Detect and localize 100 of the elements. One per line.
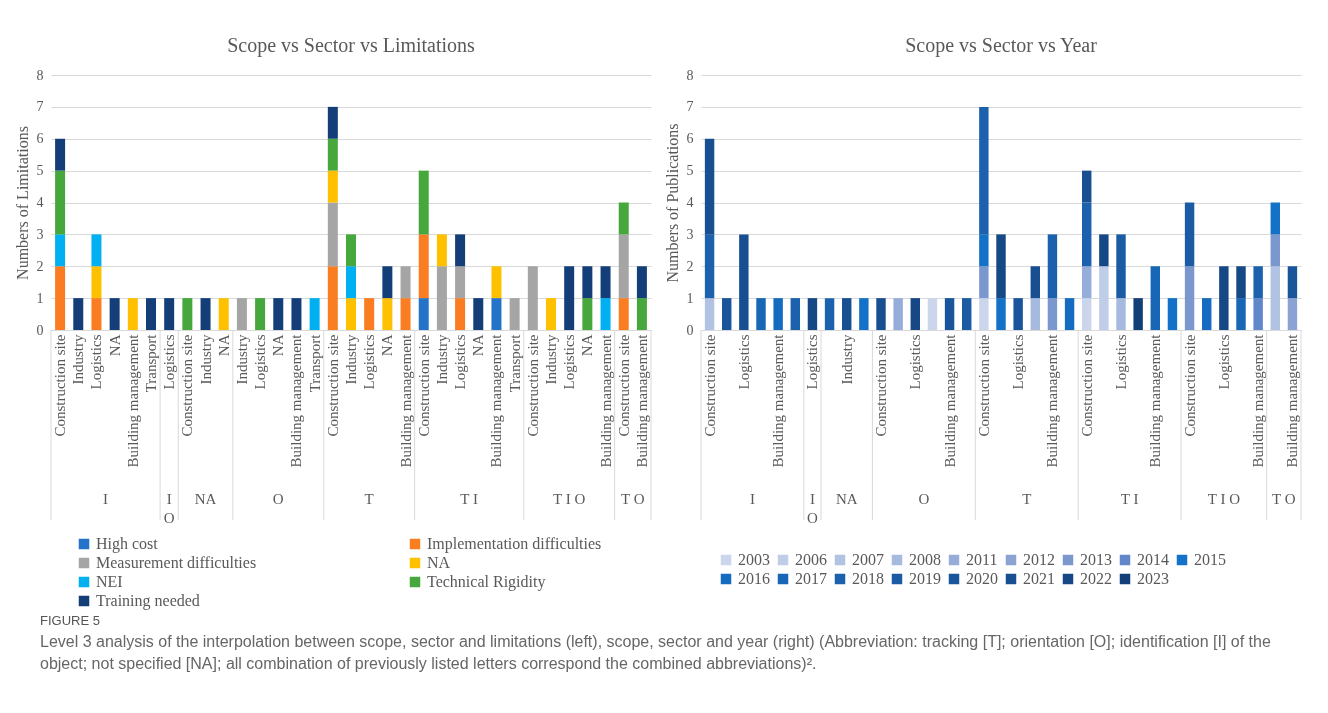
legend-label: 2012 <box>1023 551 1055 568</box>
x-tick-label: NA <box>379 334 396 357</box>
legend-label: 2006 <box>795 551 827 568</box>
x-tick-label: Transport <box>506 333 523 393</box>
x-tick-label: Industry <box>70 334 87 385</box>
legend-label: High cost <box>96 535 159 553</box>
bar <box>704 234 715 299</box>
y-tick-label: 5 <box>36 163 44 179</box>
x-tick-label: Logistics <box>1010 334 1027 390</box>
legend-label: NA <box>427 554 451 571</box>
chart-title: Scope vs Sector vs Year <box>905 34 1098 57</box>
bar <box>436 234 447 267</box>
text: I O <box>807 491 819 526</box>
bar <box>824 298 835 330</box>
text: T <box>364 491 374 507</box>
y-tick-label: 1 <box>686 290 694 306</box>
bar <box>1082 266 1092 299</box>
legend-label: 2003 <box>738 551 770 568</box>
bar <box>418 170 429 235</box>
bar <box>255 298 266 330</box>
bar <box>146 298 156 330</box>
x-tick-label: Building management <box>597 333 614 468</box>
bar <box>1270 202 1280 235</box>
legend-label: Measurement difficulties <box>96 554 257 571</box>
x-tick-label: Building management <box>1284 333 1301 468</box>
bar <box>704 138 715 235</box>
legend-label: 2016 <box>738 570 770 587</box>
bar <box>491 266 502 299</box>
x-tick-label: Building management <box>488 333 505 468</box>
bar <box>962 298 972 330</box>
bar <box>382 266 393 299</box>
y-tick-label: 3 <box>36 226 44 242</box>
x-tick-label: Building management <box>770 333 787 468</box>
bar <box>55 266 66 330</box>
y-tick-label: 6 <box>36 131 44 147</box>
legend-label: 2015 <box>1194 551 1226 568</box>
x-tick-label: Logistics <box>1113 334 1129 390</box>
y-tick-label: 8 <box>36 67 44 83</box>
bar <box>927 298 938 330</box>
bar <box>979 266 989 299</box>
bar <box>1287 298 1298 330</box>
bar <box>842 298 852 330</box>
x-tick-label: Construction site <box>324 334 341 437</box>
legend-label: 2018 <box>852 570 884 587</box>
bar <box>55 170 66 235</box>
text: T <box>1022 491 1032 507</box>
bar <box>1116 234 1126 299</box>
x-tick-label: Logistics <box>88 334 105 390</box>
bar <box>1082 202 1092 267</box>
bar <box>1184 202 1195 267</box>
y-tick-label: 2 <box>686 258 694 274</box>
x-tick-label: Building management <box>1044 333 1061 468</box>
bar <box>1236 298 1246 330</box>
x-tick-label: Construction site <box>1078 334 1095 437</box>
bar <box>400 266 411 299</box>
bar <box>327 170 338 203</box>
x-tick-label: Building management <box>397 333 414 468</box>
bar <box>382 298 393 330</box>
bar <box>618 234 629 299</box>
y-tick-label: 1 <box>36 290 44 306</box>
bar <box>436 266 447 330</box>
bar <box>944 298 955 330</box>
legend-label: Training needed <box>96 592 200 610</box>
legend-label: 2023 <box>1137 570 1169 587</box>
x-tick-label: Logistics <box>735 334 752 390</box>
bar <box>455 298 466 330</box>
bar <box>790 298 800 330</box>
x-tick-label: Industry <box>838 334 855 385</box>
y-tick-label: 4 <box>686 195 694 210</box>
bar <box>346 298 356 330</box>
bar <box>807 298 818 330</box>
bar <box>1270 234 1280 267</box>
bar <box>509 298 520 330</box>
text: T I <box>1120 491 1139 507</box>
bar <box>491 298 502 330</box>
bar <box>346 266 356 299</box>
x-tick-label: Construction site <box>615 334 632 437</box>
x-tick-label: Industry <box>233 334 250 385</box>
bar <box>600 298 611 330</box>
legend-label: 2013 <box>1080 551 1112 568</box>
bar <box>636 298 647 330</box>
x-tick-label: Transport <box>306 333 323 393</box>
bar <box>55 138 66 171</box>
bar <box>1013 298 1023 330</box>
bar <box>327 202 338 267</box>
text: I <box>749 491 755 507</box>
x-tick-label: NA <box>106 334 123 357</box>
x-tick-label: Construction site <box>873 334 889 437</box>
x-tick-label: NA <box>215 334 232 357</box>
legend-label: NEI <box>96 573 123 590</box>
bar <box>527 266 538 330</box>
bar <box>910 298 920 330</box>
bar <box>1082 170 1092 203</box>
x-tick-label: Construction site <box>179 334 196 437</box>
bar <box>1184 266 1195 330</box>
bar <box>1099 234 1109 267</box>
bar <box>1133 298 1143 330</box>
legend-label: 2020 <box>966 570 998 587</box>
y-tick-label: 7 <box>36 99 44 115</box>
bar <box>1116 298 1126 330</box>
